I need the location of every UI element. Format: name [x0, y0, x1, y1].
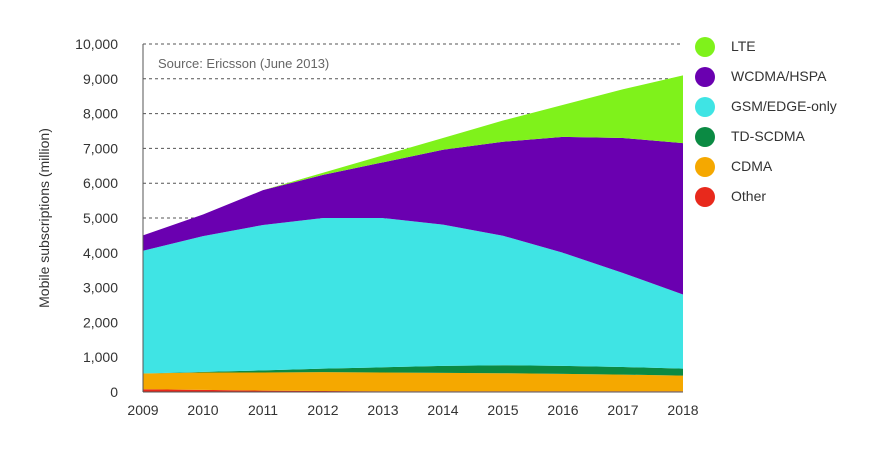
area-series	[143, 75, 683, 392]
y-tick-label: 6,000	[83, 175, 118, 191]
area-cdma	[143, 372, 683, 392]
y-tick-label: 7,000	[83, 140, 118, 156]
x-tick-label: 2018	[667, 402, 698, 418]
y-tick-label: 5,000	[83, 210, 118, 226]
y-axis-label: Mobile subscriptions (million)	[36, 128, 52, 308]
y-tick-label: 2,000	[83, 314, 118, 330]
legend-swatch-cdma	[695, 157, 715, 177]
legend-swatch-gsm-edge-only	[695, 97, 715, 117]
x-tick-label: 2013	[367, 402, 398, 418]
legend-label-td-scdma: TD-SCDMA	[731, 128, 805, 144]
legend-label-wcdma-hspa: WCDMA/HSPA	[731, 68, 827, 84]
area-gsm-edge-only	[143, 218, 683, 374]
legend-swatch-wcdma-hspa	[695, 67, 715, 87]
x-tick-label: 2014	[427, 402, 458, 418]
x-tick-label: 2009	[127, 402, 158, 418]
area-other	[143, 389, 683, 392]
area-wcdma-hspa	[143, 136, 683, 295]
x-tick-label: 2011	[248, 402, 278, 418]
y-tick-label: 0	[110, 384, 118, 400]
y-tick-label: 10,000	[75, 36, 118, 52]
x-tick-labels: 2009 2010 2011 2012 2013 2014 2015 2016 2017 2018	[127, 402, 698, 418]
area-td-scdma	[143, 365, 683, 376]
legend-label-other: Other	[731, 188, 767, 204]
source-annotation: Source: Ericsson (June 2013)	[158, 56, 329, 71]
x-tick-label: 2010	[187, 402, 218, 418]
legend-label-lte: LTE	[731, 38, 756, 54]
x-tick-label: 2016	[547, 402, 578, 418]
area-lte	[143, 75, 683, 236]
y-tick-label: 1,000	[83, 349, 118, 365]
x-tick-label: 2012	[307, 402, 338, 418]
legend-swatch-td-scdma	[695, 127, 715, 147]
y-tick-labels: 0 1,000 2,000 3,000 4,000 5,000 6,000 7,000 8,00…	[75, 36, 118, 400]
y-tick-label: 8,000	[83, 106, 118, 122]
y-tick-label: 4,000	[83, 245, 118, 261]
x-tick-label: 2017	[607, 402, 638, 418]
y-tick-label: 9,000	[83, 71, 118, 87]
x-tick-label: 2015	[487, 402, 518, 418]
legend-label-cdma: CDMA	[731, 158, 773, 174]
legend-label-gsm-edge-only: GSM/EDGE-only	[731, 98, 837, 114]
axes	[142, 44, 683, 393]
legend-swatch-other	[695, 187, 715, 207]
y-tick-label: 3,000	[83, 280, 118, 296]
legend-swatch-lte	[695, 37, 715, 57]
